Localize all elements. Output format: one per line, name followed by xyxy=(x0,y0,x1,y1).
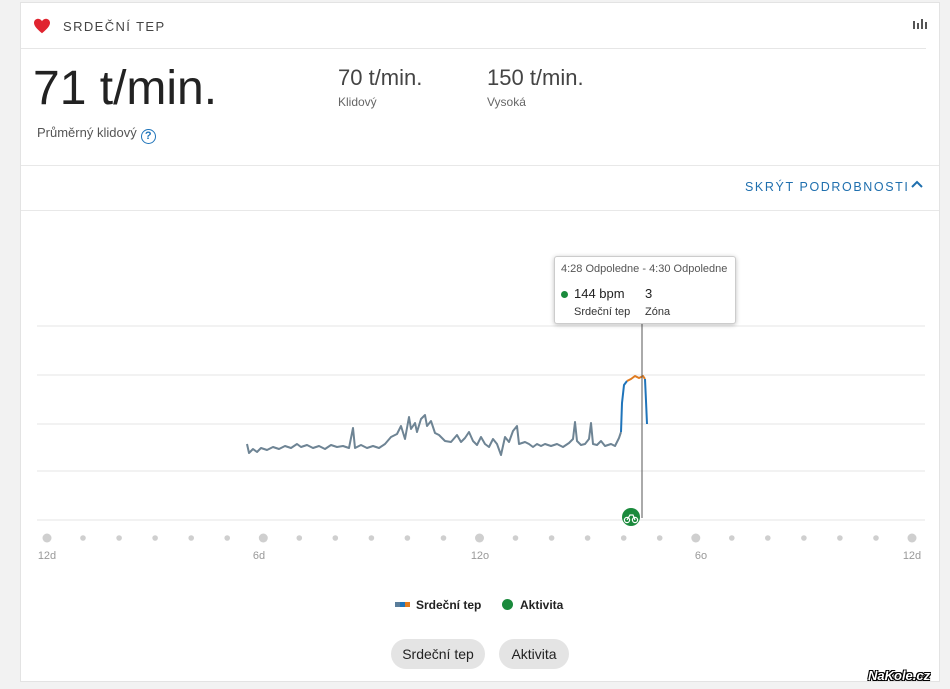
heart-icon xyxy=(34,18,50,34)
minor-tick-dot xyxy=(512,535,519,541)
tooltip-zone-label: Zóna xyxy=(645,306,671,318)
card-title: SRDEČNÍ TEP xyxy=(63,19,166,34)
resting-value: 70 t/min. xyxy=(338,65,423,90)
x-tick-label: 12d xyxy=(903,550,921,562)
time-axis-dots xyxy=(42,533,917,543)
major-tick-dot xyxy=(258,533,268,543)
major-tick-dot xyxy=(907,533,917,543)
average-resting-value: 71 t/min. xyxy=(33,62,218,115)
minor-tick-dot xyxy=(873,535,879,541)
activity-button[interactable]: Aktivita xyxy=(499,639,569,669)
legend-heart-rate: Srdeční tep xyxy=(416,598,482,612)
minor-tick-dot xyxy=(548,535,555,541)
heart-rate-button[interactable]: Srdeční tep xyxy=(391,639,485,669)
minor-tick-dot xyxy=(296,535,303,541)
legend-heart-rate-swatch xyxy=(395,602,410,607)
minor-tick-dot xyxy=(368,535,375,541)
bar-chart-icon[interactable] xyxy=(913,17,927,29)
tooltip-bpm-label: Srdeční tep xyxy=(574,306,631,318)
minor-tick-dot xyxy=(152,535,158,541)
minor-tick-dot xyxy=(729,535,735,541)
heart-rate-line-high xyxy=(620,380,628,433)
minor-tick-dot xyxy=(801,535,807,541)
high-value: 150 t/min. xyxy=(487,65,584,90)
minor-tick-dot xyxy=(584,535,591,541)
help-icon[interactable]: ? xyxy=(140,129,156,144)
minor-tick-dot xyxy=(620,535,627,541)
average-resting-label-text: Průměrný klidový xyxy=(37,125,137,140)
average-resting-label: Průměrný klidový? xyxy=(37,125,156,144)
major-tick-dot xyxy=(691,533,701,543)
minor-tick-dot xyxy=(80,535,86,541)
minor-tick-dot xyxy=(404,535,411,541)
hide-details-toggle[interactable]: SKRÝT PODROBNOSTI xyxy=(745,180,910,194)
tooltip-status-dot xyxy=(561,291,568,298)
heart-rate-line-drop xyxy=(644,378,648,425)
minor-tick-dot xyxy=(332,535,339,541)
tooltip-time-range: 4:28 Odpoledne - 4:30 Odpoledne xyxy=(561,263,728,275)
chart-tooltip: 4:28 Odpoledne - 4:30 Odpoledne 144 bpm … xyxy=(554,256,736,324)
x-tick-label: 6d xyxy=(253,550,265,562)
x-tick-label: 12d xyxy=(38,550,56,562)
resting-label: Klidový xyxy=(338,95,377,109)
legend-activity-dot xyxy=(502,599,513,610)
minor-tick-dot xyxy=(837,535,843,541)
minor-tick-dot xyxy=(188,535,194,541)
bicycle-icon[interactable] xyxy=(622,508,640,526)
card-header: SRDEČNÍ TEP xyxy=(21,3,939,49)
summary-divider xyxy=(21,165,939,166)
major-tick-dot xyxy=(475,533,484,543)
heart-rate-line-peak xyxy=(626,375,646,382)
tooltip-zone-value: 3 xyxy=(645,286,653,301)
watermark: NaKole.cz xyxy=(868,668,931,683)
heart-rate-line xyxy=(246,414,622,456)
minor-tick-dot xyxy=(765,535,771,541)
x-tick-label: 6o xyxy=(695,550,707,562)
details-divider xyxy=(21,210,939,211)
legend-activity: Aktivita xyxy=(520,598,564,612)
minor-tick-dot xyxy=(656,535,663,541)
high-label: Vysoká xyxy=(487,95,526,109)
minor-tick-dot xyxy=(224,535,230,541)
tooltip-bpm-value: 144 bpm xyxy=(574,286,625,301)
minor-tick-dot xyxy=(440,535,447,541)
chevron-up-icon[interactable] xyxy=(910,179,924,189)
heart-rate-chart: 12d 6d 12o 6o 12d xyxy=(37,322,925,562)
x-tick-label: 12o xyxy=(471,550,489,562)
heart-rate-card: SRDEČNÍ TEP 71 t/min. Průměrný klidový? … xyxy=(20,2,940,682)
header-divider xyxy=(21,48,926,49)
major-tick-dot xyxy=(42,533,52,543)
minor-tick-dot xyxy=(116,535,122,541)
